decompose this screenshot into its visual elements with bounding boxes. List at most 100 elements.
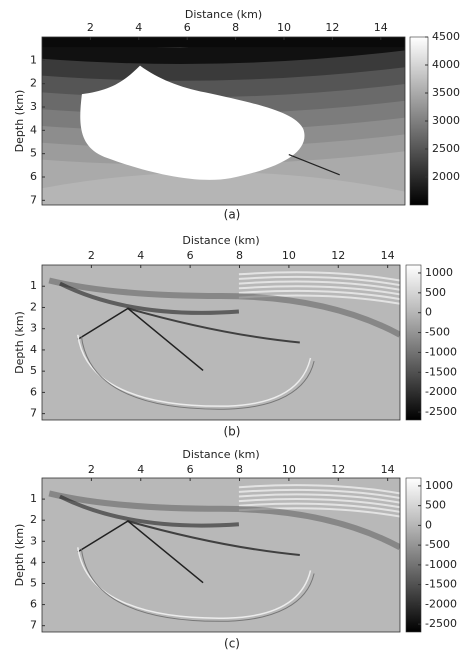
colorbar-tick-label: 4500 bbox=[432, 30, 460, 43]
reflector bbox=[77, 547, 312, 619]
y-tick-label: 5 bbox=[30, 147, 37, 160]
x-axis-title: Distance (km) bbox=[182, 448, 259, 461]
reflector bbox=[238, 280, 400, 291]
colorbar bbox=[405, 477, 422, 633]
reflector bbox=[127, 307, 300, 344]
colorbar-tick-label: -500 bbox=[425, 326, 450, 339]
reflector bbox=[127, 520, 300, 556]
colorbar-tick-label: -1000 bbox=[425, 345, 457, 358]
colorbar-tick-label: 2500 bbox=[432, 142, 460, 155]
reflector bbox=[80, 548, 315, 622]
colorbar-tick-label: 1000 bbox=[425, 266, 453, 279]
colorbar-tick-label: -500 bbox=[425, 538, 450, 551]
y-tick-label: 5 bbox=[30, 576, 37, 589]
x-tick-label: 2 bbox=[88, 463, 95, 476]
frame bbox=[41, 264, 401, 421]
y-tick-label: 6 bbox=[30, 170, 37, 183]
x-tick-label: 4 bbox=[135, 21, 142, 34]
y-tick-label: 1 bbox=[30, 279, 37, 292]
x-tick-label: 2 bbox=[88, 249, 95, 262]
reflector bbox=[59, 494, 240, 528]
reflector bbox=[77, 334, 312, 407]
image bbox=[42, 265, 400, 420]
reflector bbox=[238, 498, 400, 509]
x-tick-label: 12 bbox=[331, 249, 345, 262]
reflector bbox=[238, 488, 400, 499]
y-tick-label: 5 bbox=[30, 364, 37, 377]
y-tick-label: 1 bbox=[30, 53, 37, 66]
x-tick-label: 2 bbox=[87, 21, 94, 34]
x-tick-label: 10 bbox=[282, 249, 296, 262]
y-tick-label: 1 bbox=[30, 492, 37, 505]
caption: (c) bbox=[224, 637, 240, 650]
colorbar-tick-label: -1500 bbox=[425, 578, 457, 591]
colorbar-tick-label: 0 bbox=[425, 518, 432, 531]
y-tick-label: 6 bbox=[30, 385, 37, 398]
caption: (a) bbox=[224, 208, 241, 222]
reflector bbox=[48, 490, 400, 550]
y-tick-label: 7 bbox=[30, 619, 37, 632]
x-tick-label: 4 bbox=[137, 463, 144, 476]
colorbar-tick-label: 3000 bbox=[432, 114, 460, 127]
colorbar-tick-label: 2000 bbox=[432, 170, 460, 183]
reflector bbox=[80, 336, 315, 410]
reflector bbox=[238, 285, 400, 296]
reflector bbox=[59, 281, 240, 315]
y-tick-label: 2 bbox=[30, 513, 37, 526]
x-tick-label: 8 bbox=[236, 249, 243, 262]
y-tick-label: 3 bbox=[30, 534, 37, 547]
reflector bbox=[238, 289, 400, 301]
salt-body bbox=[80, 65, 305, 180]
colorbar-tick-label: 500 bbox=[425, 499, 446, 512]
x-tick-label: 14 bbox=[374, 21, 388, 34]
reflector bbox=[238, 275, 400, 287]
colorbar-tick-label: 500 bbox=[425, 286, 446, 299]
fault bbox=[288, 154, 340, 176]
reflector bbox=[238, 271, 400, 282]
x-tick-label: 8 bbox=[232, 21, 239, 34]
reflector bbox=[238, 493, 400, 504]
colorbar-tick-label: 4000 bbox=[432, 58, 460, 71]
caption: (b) bbox=[224, 425, 241, 439]
colorbar-tick-label: -1500 bbox=[425, 365, 457, 378]
y-tick-label: 2 bbox=[30, 300, 37, 313]
x-axis-title: Distance (km) bbox=[185, 8, 262, 21]
frame bbox=[41, 36, 406, 206]
y-tick-label: 7 bbox=[30, 193, 37, 206]
x-tick-label: 4 bbox=[137, 249, 144, 262]
y-tick-label: 3 bbox=[30, 100, 37, 113]
x-tick-label: 12 bbox=[331, 463, 345, 476]
colorbar-tick-label: 3500 bbox=[432, 86, 460, 99]
y-tick-label: 6 bbox=[30, 598, 37, 611]
y-tick-label: 2 bbox=[30, 77, 37, 90]
colorbar-tick-label: -2000 bbox=[425, 597, 457, 610]
y-axis-title: Depth (km) bbox=[13, 90, 26, 153]
x-tick-label: 6 bbox=[184, 21, 191, 34]
colorbar-tick-label: -2000 bbox=[425, 385, 457, 398]
y-axis-title: Depth (km) bbox=[13, 524, 26, 587]
image bbox=[42, 37, 405, 205]
x-tick-label: 14 bbox=[381, 463, 395, 476]
colorbar-tick-label: -2500 bbox=[425, 405, 457, 418]
frame bbox=[41, 477, 401, 633]
x-tick-label: 10 bbox=[282, 463, 296, 476]
colorbar bbox=[405, 264, 422, 421]
y-tick-label: 4 bbox=[30, 123, 37, 136]
y-tick-label: 4 bbox=[30, 343, 37, 356]
x-tick-label: 12 bbox=[325, 21, 339, 34]
colorbar-tick-label: 0 bbox=[425, 306, 432, 319]
x-tick-label: 10 bbox=[277, 21, 291, 34]
x-tick-label: 6 bbox=[187, 463, 194, 476]
x-tick-label: 8 bbox=[236, 463, 243, 476]
y-tick-label: 7 bbox=[30, 407, 37, 420]
x-tick-label: 14 bbox=[381, 249, 395, 262]
top-layer bbox=[42, 37, 405, 48]
y-axis-title: Depth (km) bbox=[13, 311, 26, 374]
y-tick-label: 4 bbox=[30, 555, 37, 568]
image bbox=[42, 478, 400, 632]
layer bbox=[42, 172, 405, 205]
y-tick-label: 3 bbox=[30, 322, 37, 335]
reflector bbox=[48, 277, 400, 338]
colorbar-tick-label: -2500 bbox=[425, 617, 457, 630]
